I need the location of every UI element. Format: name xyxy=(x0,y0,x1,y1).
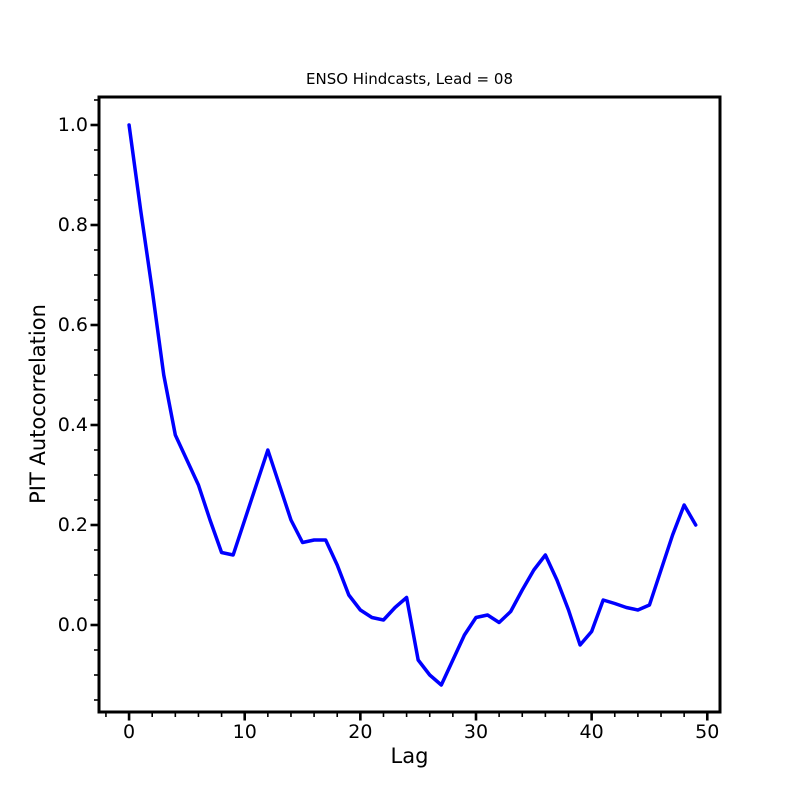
x-tick-label: 0 xyxy=(123,721,136,743)
y-tick-label: 0.0 xyxy=(57,614,88,636)
x-tick-label: 20 xyxy=(348,721,373,743)
data-line xyxy=(127,123,698,687)
x-tick-label: 10 xyxy=(232,721,257,743)
y-tick-label: 1.0 xyxy=(57,114,88,136)
axes-frame xyxy=(97,95,722,714)
data-line-group xyxy=(127,123,698,687)
x-tick-label: 50 xyxy=(695,721,720,743)
x-tick-label: 40 xyxy=(579,721,604,743)
y-axis-label: PIT Autocorrelation xyxy=(26,304,50,504)
x-tick-label: 30 xyxy=(463,721,489,743)
y-tick-label: 0.6 xyxy=(57,314,88,336)
y-tick-label: 0.4 xyxy=(57,414,88,436)
chart-title: ENSO Hindcasts, Lead = 08 xyxy=(306,70,513,88)
y-tick-label: 0.2 xyxy=(57,514,88,536)
x-axis-label: Lag xyxy=(390,744,429,768)
axis-ticks xyxy=(90,99,709,721)
y-tick-label: 0.8 xyxy=(57,214,88,236)
